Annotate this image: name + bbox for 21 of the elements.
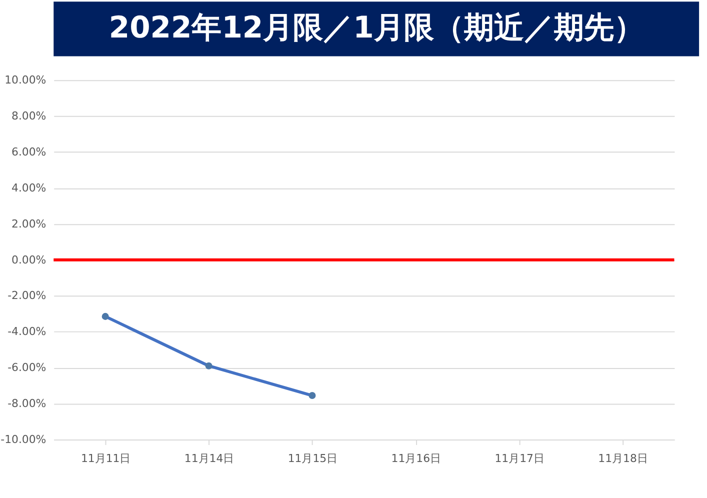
x-tick-label: 11月16日 bbox=[391, 452, 442, 465]
y-tick-label: -4.00% bbox=[8, 325, 46, 338]
y-tick-label: 6.00% bbox=[12, 145, 46, 158]
y-tick-label: 2.00% bbox=[12, 217, 46, 230]
x-tick-label: 11月18日 bbox=[598, 452, 648, 465]
y-tick-label: -8.00% bbox=[8, 397, 46, 410]
x-tick-label: 11月15日 bbox=[288, 452, 338, 465]
x-tick-label: 11月17日 bbox=[494, 452, 544, 465]
y-tick-label: -6.00% bbox=[8, 361, 46, 374]
y-tick-label: 4.00% bbox=[12, 181, 46, 194]
x-tick-label: 11月14日 bbox=[184, 452, 234, 465]
point bbox=[205, 362, 212, 370]
y-tick-label: 10.00% bbox=[4, 74, 46, 87]
chart-title: 2022年12月限／1月限（期近／期先） bbox=[108, 10, 644, 46]
y-tick-label: 0.00% bbox=[12, 253, 46, 266]
point bbox=[102, 312, 109, 320]
y-tick-label: -2.00% bbox=[8, 289, 46, 302]
x-tick-label: 11月11日 bbox=[80, 452, 131, 465]
point bbox=[308, 392, 316, 400]
y-tick-label: 8.00% bbox=[12, 110, 46, 123]
y-tick-label: -10.00% bbox=[0, 433, 46, 446]
